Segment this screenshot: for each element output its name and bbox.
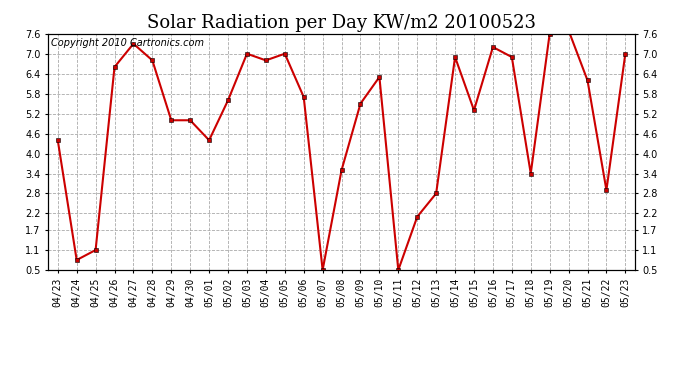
Title: Solar Radiation per Day KW/m2 20100523: Solar Radiation per Day KW/m2 20100523 — [147, 14, 536, 32]
Text: Copyright 2010 Cartronics.com: Copyright 2010 Cartronics.com — [51, 39, 204, 48]
